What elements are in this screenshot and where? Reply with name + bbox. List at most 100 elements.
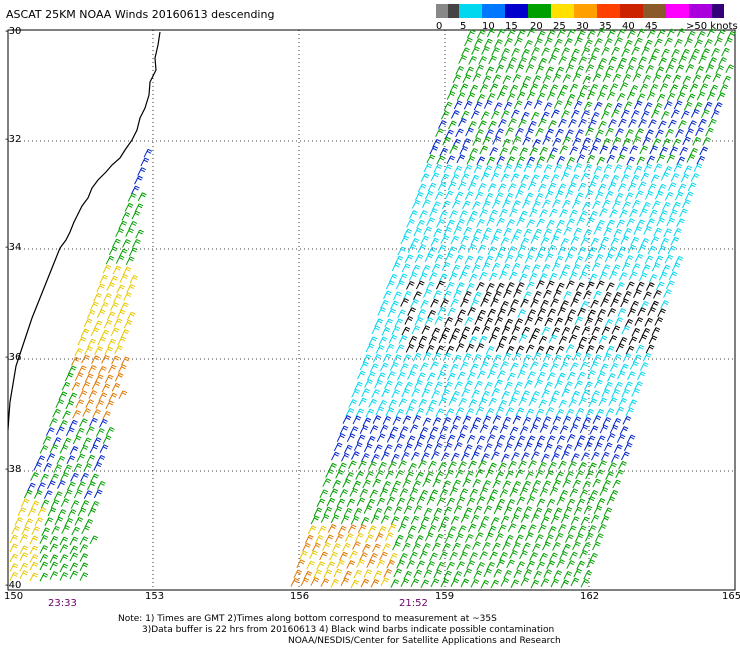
wind-barb (350, 515, 360, 525)
wind-barb (89, 444, 99, 454)
wind-barb (657, 183, 667, 193)
wind-barb (121, 211, 131, 221)
wind-barb (20, 498, 30, 508)
wind-barb (69, 419, 78, 429)
wind-barb (64, 517, 74, 527)
colorbar-label: 20 (530, 21, 543, 32)
wind-barb (69, 570, 79, 580)
wind-barb (544, 534, 554, 544)
wind-barb (457, 181, 467, 191)
wind-barb (90, 500, 100, 510)
wind-barb (711, 47, 720, 57)
wind-barb (454, 381, 463, 390)
wind-barb (447, 372, 456, 382)
wind-barb (571, 264, 581, 273)
wind-barb (40, 499, 50, 509)
wind-barb (360, 516, 370, 526)
wind-barb (594, 38, 603, 47)
wind-barb (689, 83, 699, 93)
wind-barb (480, 298, 489, 307)
wind-barb (563, 100, 573, 110)
wind-barb (523, 442, 533, 452)
wind-barb (532, 480, 542, 489)
wind-barb (654, 317, 664, 326)
wind-barb (462, 543, 471, 553)
wind-barb (484, 381, 493, 391)
wind-barb (444, 316, 454, 326)
wind-barb (558, 271, 568, 280)
wind-barb (437, 523, 447, 533)
wind-barb (566, 434, 576, 443)
wind-barb (345, 407, 355, 417)
wind-barb (651, 48, 660, 58)
wind-barb (404, 254, 414, 264)
wind-barb (499, 147, 509, 157)
wind-barb (457, 244, 467, 254)
wind-barb (436, 155, 446, 165)
wind-barb (567, 371, 576, 381)
wind-barb (570, 236, 580, 245)
wind-barb (333, 442, 343, 452)
wind-barb (505, 64, 515, 73)
wind-barb (127, 192, 137, 202)
wind-barb (556, 496, 566, 506)
wind-barb (51, 525, 60, 535)
wind-barb (339, 551, 348, 561)
wind-barb (568, 271, 578, 281)
wind-barb (451, 452, 460, 462)
wind-barb (479, 551, 488, 560)
wind-barb (520, 577, 530, 587)
wind-barb (532, 75, 542, 84)
wind-barb (631, 327, 641, 337)
wind-barb (578, 462, 587, 471)
wind-barb (65, 400, 75, 410)
wind-barb (452, 74, 462, 84)
wind-barb (580, 110, 590, 119)
wind-barb (630, 174, 640, 184)
wind-barb (532, 416, 542, 426)
wind-barb (56, 455, 66, 465)
wind-barb (560, 514, 570, 524)
wind-barb (608, 271, 618, 280)
wind-barb (428, 272, 438, 281)
wind-barb (611, 389, 620, 398)
wind-barb (708, 57, 717, 66)
wind-barb (584, 381, 593, 391)
wind-barb (539, 84, 549, 93)
wind-barb (679, 208, 688, 218)
wind-barb (403, 570, 413, 580)
wind-barb (584, 532, 594, 542)
wind-barb (83, 463, 93, 472)
wind-barb (578, 336, 588, 346)
wind-barb (49, 418, 58, 427)
wind-barb (422, 352, 432, 361)
note-line: NOAA/NESDIS/Center for Satellite Applica… (288, 636, 561, 646)
wind-barb (636, 156, 646, 166)
wind-barb (533, 163, 543, 173)
wind-barb (99, 418, 108, 428)
wind-barb (107, 338, 117, 348)
wind-barb (693, 163, 703, 172)
wind-barb (80, 500, 90, 509)
wind-barb (550, 235, 560, 245)
wind-barb (482, 136, 491, 146)
wind-barb (605, 127, 614, 137)
wind-barb (487, 525, 497, 535)
colorbar-swatch (597, 4, 620, 18)
wind-barb (456, 496, 466, 506)
wind-barb (586, 496, 596, 505)
wind-barb (413, 227, 423, 237)
wind-barb (645, 129, 654, 139)
wind-barb (550, 298, 559, 308)
wind-barb (443, 570, 453, 580)
wind-barb (671, 262, 681, 272)
wind-barb (624, 381, 633, 391)
wind-barb (528, 272, 538, 282)
wind-barb (580, 237, 590, 246)
wind-barb (526, 28, 536, 37)
wind-barb (354, 381, 363, 391)
wind-barb (653, 289, 662, 299)
wind-barb (533, 290, 542, 300)
wind-barb (501, 326, 511, 335)
wind-barb (561, 47, 570, 57)
